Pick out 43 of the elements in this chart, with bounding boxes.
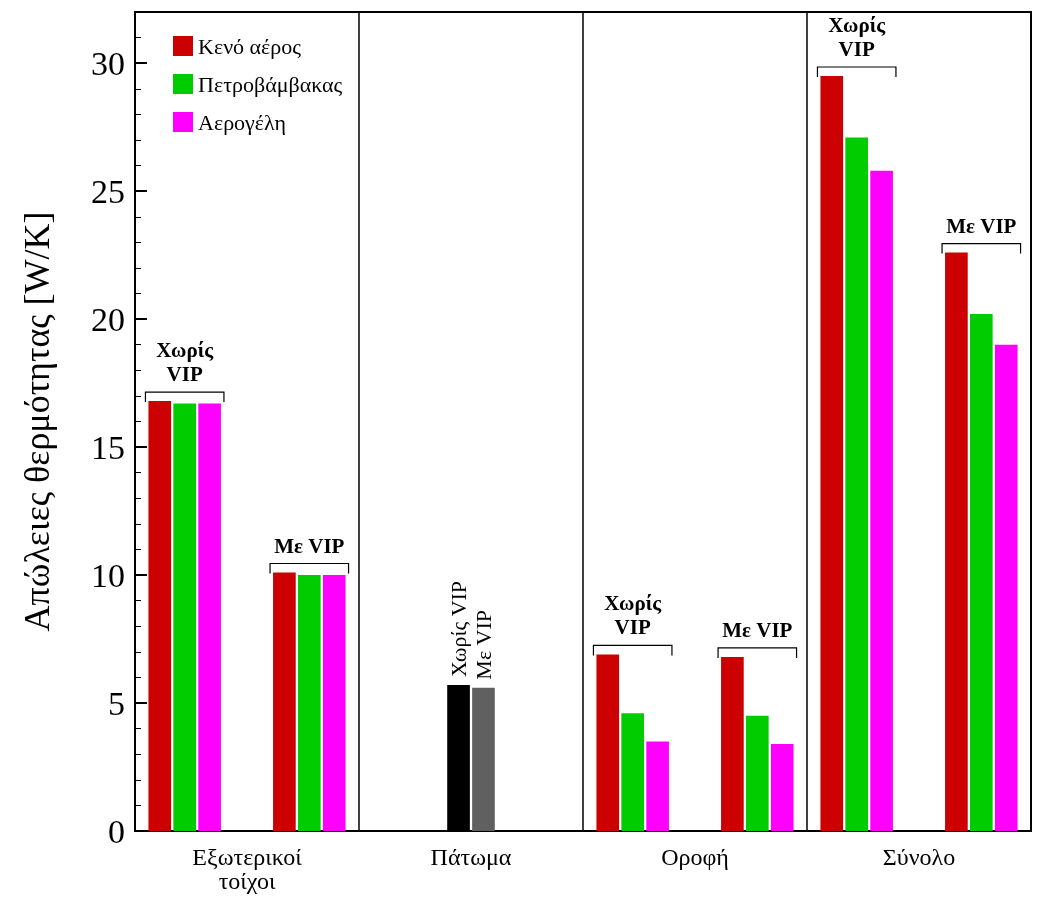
- y-tick-label: 0: [108, 812, 125, 850]
- bar: [969, 314, 993, 831]
- bar: [198, 403, 221, 831]
- x-tick-label: Εξωτερικοί τοίχοι: [192, 844, 303, 894]
- y-tick-label: 15: [91, 428, 125, 466]
- bar: [770, 743, 794, 831]
- bar: [273, 572, 296, 831]
- y-tick-label: 5: [108, 684, 125, 722]
- legend-label: Αερογέλη: [198, 109, 287, 135]
- y-tick-label: 30: [91, 44, 125, 82]
- bar: [148, 401, 172, 831]
- y-tick-label: 20: [91, 300, 125, 338]
- x-tick-label: Οροφή: [661, 844, 729, 870]
- bar: [745, 715, 769, 831]
- annotation: Χωρίς VIP: [156, 338, 215, 387]
- annotation: Χωρίς VIP: [828, 12, 887, 61]
- bar: [646, 741, 669, 831]
- bar: [322, 575, 346, 831]
- annotation: Με VIP: [274, 533, 345, 558]
- bar: [297, 575, 321, 831]
- bar: [596, 654, 620, 831]
- bar: [820, 75, 844, 831]
- annotation: Με VIP: [722, 617, 793, 642]
- bar: [945, 252, 968, 831]
- x-tick-label: Σύνολο: [882, 844, 956, 870]
- legend-label: Κενό αέρος: [198, 33, 302, 59]
- bar: [870, 170, 893, 831]
- bar: [173, 403, 197, 831]
- legend-label: Πετροβάμβακας: [198, 71, 343, 97]
- y-axis-title: Απώλειες θερμότητας [W/K]: [17, 211, 57, 632]
- bar: [472, 687, 495, 831]
- text: Με VIP: [470, 609, 496, 680]
- annotation: Με VIP: [946, 213, 1017, 238]
- text: Χωρίς VIP: [446, 580, 472, 678]
- bar: [721, 656, 744, 831]
- bar: [845, 137, 869, 831]
- x-tick-label: Πάτωμα: [430, 844, 512, 870]
- y-tick-label: 25: [91, 172, 125, 210]
- bar: [621, 713, 645, 831]
- annotation: Χωρίς VIP: [604, 591, 663, 640]
- y-tick-label: 10: [91, 556, 125, 594]
- bar: [994, 344, 1018, 831]
- bar: [447, 685, 470, 831]
